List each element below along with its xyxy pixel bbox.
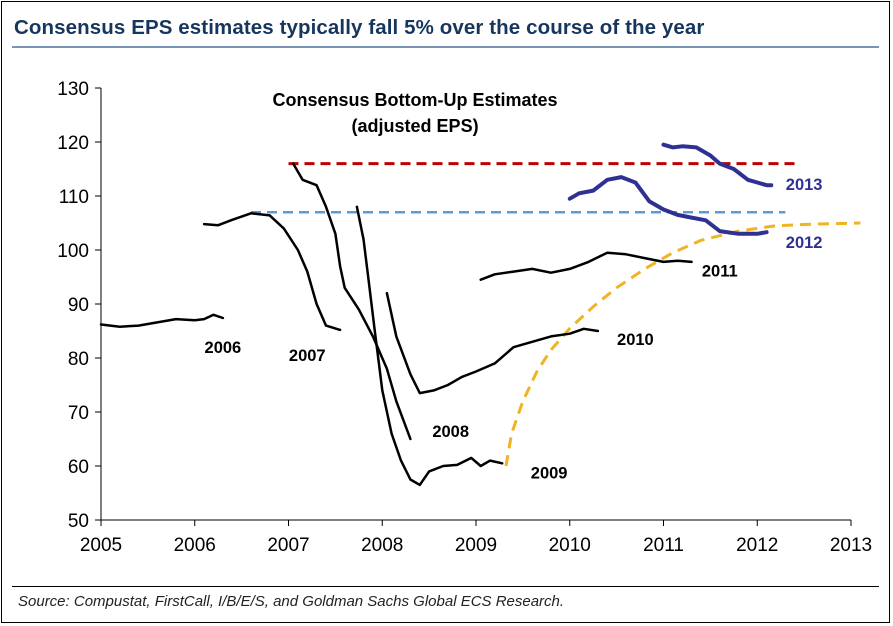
x-tick-label: 2011 xyxy=(643,535,684,556)
series-label-2006: 2006 xyxy=(205,339,242,357)
series-line-2006 xyxy=(99,313,225,328)
x-tick-label: 2005 xyxy=(80,535,122,556)
series-label-2012: 2012 xyxy=(786,234,823,252)
series-label-2009: 2009 xyxy=(531,464,568,482)
x-tick-label: 2008 xyxy=(361,535,403,556)
series-line-2013 xyxy=(661,142,774,188)
x-tick-label: 2013 xyxy=(830,535,872,556)
series-label-2008: 2008 xyxy=(432,423,469,441)
x-tick-label: 2009 xyxy=(455,535,497,556)
y-tick-label: 100 xyxy=(57,241,89,262)
series-line-2009 xyxy=(355,205,504,487)
y-tick-label: 90 xyxy=(68,295,89,316)
x-tick-label: 2007 xyxy=(267,535,309,556)
reference-lines xyxy=(251,162,795,214)
x-tick-label: 2012 xyxy=(736,535,778,556)
series-line-2008 xyxy=(291,162,412,441)
series-label-2013: 2013 xyxy=(786,176,823,194)
y-tick-label: 110 xyxy=(59,187,89,208)
annotation-line-1: Consensus Bottom-Up Estimates xyxy=(273,90,558,110)
annotation-line-2: (adjusted EPS) xyxy=(352,116,479,136)
series-line-2007 xyxy=(202,212,342,332)
y-tick-label: 70 xyxy=(68,403,89,424)
chart-title: Consensus EPS estimates typically fall 5… xyxy=(14,16,705,39)
series-lines xyxy=(99,142,861,487)
title-divider xyxy=(12,46,879,48)
y-tick-label: 120 xyxy=(57,133,89,154)
source-divider xyxy=(12,586,879,587)
series-label-2007: 2007 xyxy=(289,347,326,365)
series-label-2011: 2011 xyxy=(702,263,738,281)
x-tick-label: 2010 xyxy=(549,535,591,556)
trend-curve xyxy=(504,221,861,467)
source-note: Source: Compustat, FirstCall, I/B/E/S, a… xyxy=(18,593,565,610)
series-labels: 2006 2007 2008 2009 2010 2011 2012 2013 xyxy=(205,176,823,482)
y-tick-label: 130 xyxy=(57,79,89,100)
x-tick-label: 2006 xyxy=(174,535,216,556)
series-line-2012 xyxy=(567,175,769,236)
y-tick-label: 80 xyxy=(68,349,89,370)
y-tick-label: 60 xyxy=(68,457,89,478)
series-line-2010 xyxy=(385,291,600,395)
series-label-2010: 2010 xyxy=(617,331,654,349)
y-tick-label: 50 xyxy=(68,511,89,532)
series-line-2011 xyxy=(479,251,693,281)
